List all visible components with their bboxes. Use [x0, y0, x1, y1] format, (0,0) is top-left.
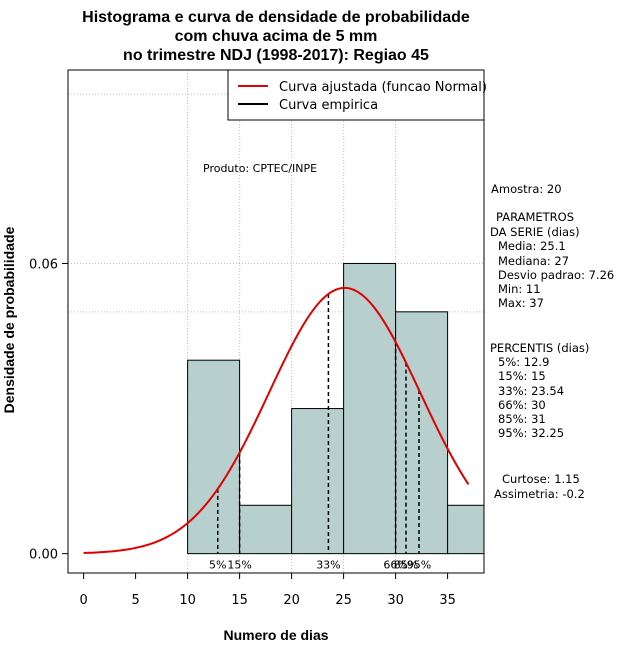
stat-amostra: Amostra: 20 — [491, 182, 562, 196]
percentile-label-5: 95% — [407, 559, 431, 572]
stat-assimetria: Assimetria: -0.2 — [494, 487, 585, 501]
y-tick-label-1: 0.06 — [29, 257, 58, 272]
chart-title-line-3: no trimestre NDJ (1998-2017): Regiao 45 — [123, 47, 429, 64]
y-axis: 0.00 0.06 — [29, 257, 69, 563]
stat-max: Max: 37 — [498, 296, 544, 310]
percentile-label-1: 15% — [227, 559, 251, 572]
stat-p95: 95%: 32.25 — [498, 426, 564, 440]
stat-p85: 85%: 31 — [498, 412, 546, 426]
fitted-normal-curve — [83, 286, 470, 554]
stat-param-title: PARAMETROS — [496, 210, 574, 224]
stat-min: Min: 11 — [498, 282, 541, 296]
x-tick-label-1: 5 — [131, 593, 139, 608]
x-tick-label-0: 0 — [79, 593, 87, 608]
stat-percentis-title: PERCENTIS (dias) — [490, 341, 589, 355]
statistics-panel: Amostra: 20 PARAMETROS DA SERIE (dias) M… — [490, 182, 614, 501]
stat-p5: 5%: 12.9 — [498, 355, 549, 369]
x-tick-label-4: 20 — [283, 593, 300, 608]
legend-fitted-label: Curva ajustada (funcao Normal) — [279, 80, 487, 95]
x-tick-label-3: 15 — [231, 593, 248, 608]
percentile-label-0: 5% — [209, 559, 226, 572]
y-axis-label: Densidade de probabilidade — [1, 226, 17, 413]
stat-param-subtitle: DA SERIE (dias) — [490, 225, 580, 239]
percentile-label-2: 33% — [316, 559, 340, 572]
product-annotation: Produto: CPTEC/INPE — [203, 162, 317, 175]
histogram-bar-0 — [187, 359, 241, 555]
chart-title-line-1: Histograma e curva de densidade de proba… — [82, 9, 470, 26]
x-tick-label-6: 30 — [387, 593, 404, 608]
legend-empirical-label: Curva empirica — [279, 98, 378, 113]
stat-p33: 33%: 23.54 — [498, 384, 564, 398]
histogram-bar-5 — [447, 504, 485, 555]
stat-media: Media: 25.1 — [498, 239, 566, 253]
legend: Curva ajustada (funcao Normal) Curva emp… — [227, 69, 487, 121]
stat-desvio: Desvio padrao: 7.26 — [498, 268, 614, 282]
percentile-label-4: 85% — [394, 559, 418, 572]
stat-p66: 66%: 30 — [498, 398, 546, 412]
x-tick-label-2: 10 — [179, 593, 196, 608]
histogram-bar-3 — [343, 262, 397, 555]
stat-curtose: Curtose: 1.15 — [502, 472, 580, 486]
percentile-lines: 5% 15% 33% 66%85%95% — [209, 293, 431, 572]
x-axis: 0 5 10 15 20 25 30 35 — [79, 572, 456, 608]
chart-title-line-2: com chuva acima de 5 mm — [175, 28, 378, 45]
stat-p15: 15%: 15 — [498, 369, 546, 383]
fitted-curve-layer — [83, 286, 470, 554]
legend-box — [227, 69, 485, 121]
x-tick-label-7: 35 — [439, 593, 456, 608]
x-tick-label-5: 25 — [335, 593, 352, 608]
x-axis-label: Numero de dias — [223, 627, 328, 643]
y-tick-label-0: 0.00 — [29, 548, 58, 563]
histogram-bar-1 — [239, 504, 293, 555]
percentile-label-3: 66% — [383, 559, 407, 572]
histogram-bar-2 — [291, 408, 345, 555]
stat-mediana: Mediana: 27 — [498, 254, 569, 268]
histogram-bars — [187, 262, 485, 555]
